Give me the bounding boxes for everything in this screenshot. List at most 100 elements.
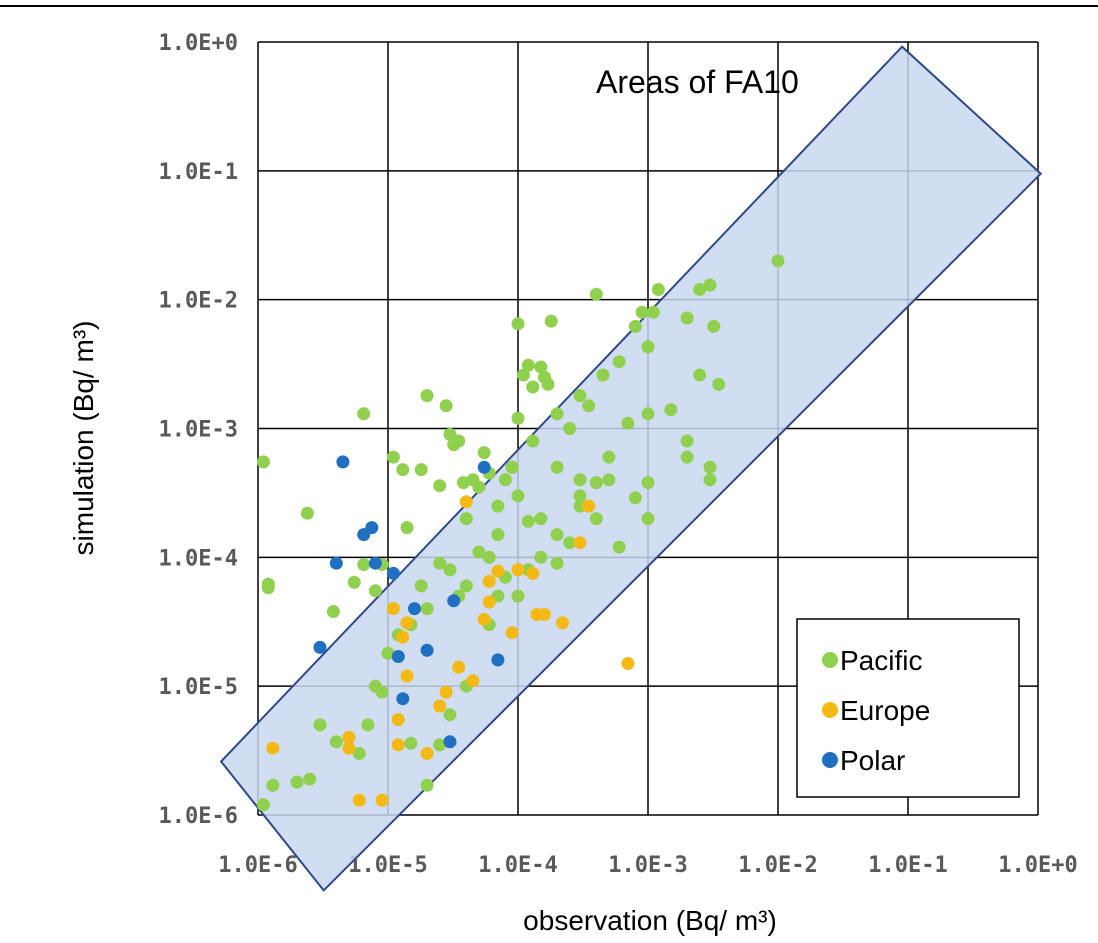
data-point-europe: [396, 630, 410, 644]
data-point-pacific: [498, 473, 512, 487]
data-point-pacific: [589, 476, 603, 490]
series-europe: [266, 495, 635, 807]
data-point-pacific: [534, 550, 548, 564]
data-point-pacific: [256, 455, 270, 469]
data-point-pacific: [641, 340, 655, 354]
data-point-polar: [491, 653, 505, 667]
data-point-pacific: [443, 708, 457, 722]
y-tick-label: 1.0E-5: [159, 675, 238, 700]
data-point-pacific: [541, 377, 555, 391]
data-point-pacific: [596, 368, 610, 382]
data-point-polar: [368, 556, 382, 570]
data-point-europe: [420, 747, 434, 760]
data-point-europe: [538, 608, 551, 621]
data-point-pacific: [703, 473, 717, 487]
data-point-pacific: [511, 411, 525, 425]
data-point-pacific: [707, 319, 721, 333]
data-point-pacific: [680, 311, 694, 325]
data-point-europe: [439, 685, 453, 699]
x-axis-title: observation (Bq/ m³): [523, 905, 777, 936]
data-point-polar: [443, 735, 457, 749]
data-point-pacific: [505, 460, 519, 474]
data-point-europe: [511, 563, 525, 577]
data-point-europe: [342, 730, 356, 744]
data-point-polar: [396, 692, 410, 706]
data-point-pacific: [329, 735, 343, 749]
data-point-europe: [491, 564, 505, 578]
data-point-pacific: [361, 718, 375, 732]
data-point-pacific: [589, 512, 603, 526]
data-point-pacific: [511, 489, 525, 503]
data-point-pacific: [550, 460, 564, 474]
data-point-pacific: [521, 358, 535, 372]
data-point-pacific: [472, 545, 486, 559]
data-point-pacific: [404, 736, 418, 750]
data-point-pacific: [589, 287, 603, 301]
data-point-pacific: [550, 528, 564, 542]
data-point-polar: [329, 556, 343, 570]
legend: Pacific Europe Polar: [796, 618, 1020, 798]
data-point-pacific: [526, 380, 540, 394]
data-point-pacific: [313, 718, 327, 732]
data-point-europe: [466, 674, 480, 688]
data-point-pacific: [516, 368, 530, 382]
data-points: [256, 254, 785, 812]
legend-marker-europe: [822, 702, 838, 718]
data-point-pacific: [482, 550, 496, 564]
data-point-pacific: [386, 450, 400, 464]
data-point-pacific: [693, 283, 707, 296]
data-point-pacific: [703, 278, 717, 292]
data-point-pacific: [511, 317, 525, 331]
series-polar: [313, 455, 505, 749]
data-point-pacific: [693, 368, 707, 382]
data-point-pacific: [368, 679, 382, 693]
data-point-pacific: [414, 579, 428, 593]
data-point-europe: [386, 602, 400, 616]
data-point-pacific: [550, 407, 564, 421]
data-point-polar: [408, 602, 421, 616]
x-tick-labels: 1.0E-6 1.0E-5 1.0E-4 1.0E-3 1.0E-2 1.0E-1 1.0E…: [218, 853, 1077, 878]
data-point-pacific: [612, 355, 626, 369]
data-point-pacific: [290, 775, 304, 789]
legend-marker-polar: [822, 752, 838, 768]
y-tick-label: 1.0E-1: [159, 160, 238, 185]
data-point-pacific: [703, 460, 717, 474]
data-point-pacific: [266, 778, 280, 792]
fa10-band: [219, 45, 1043, 892]
data-point-pacific: [420, 389, 434, 403]
data-point-pacific: [651, 283, 665, 296]
data-point-europe: [391, 738, 405, 752]
data-point-pacific: [573, 489, 587, 503]
data-point-pacific: [352, 747, 366, 760]
data-point-europe: [505, 626, 519, 640]
data-point-pacific: [646, 305, 660, 319]
x-tick-label: 1.0E-2: [738, 853, 817, 878]
legend-marker-pacific: [822, 652, 838, 668]
data-point-pacific: [582, 399, 596, 413]
x-tick-label: 1.0E-6: [218, 853, 297, 878]
data-point-pacific: [621, 416, 635, 430]
legend-label-polar: Polar: [840, 745, 905, 776]
data-point-europe: [352, 793, 366, 807]
data-point-pacific: [712, 377, 726, 391]
data-point-pacific: [357, 407, 371, 421]
data-point-pacific: [420, 602, 434, 616]
data-point-europe: [452, 660, 466, 674]
data-point-pacific: [544, 314, 558, 328]
x-tick-label: 1.0E-5: [348, 853, 427, 878]
data-point-pacific: [347, 575, 361, 589]
data-point-europe: [400, 616, 414, 630]
x-tick-label: 1.0E-3: [608, 853, 687, 878]
data-point-pacific: [368, 584, 382, 598]
data-point-pacific: [602, 450, 616, 464]
data-point-pacific: [459, 512, 473, 526]
data-point-europe: [459, 495, 473, 509]
data-point-europe: [482, 595, 496, 609]
band-annotation: Areas of FA10: [596, 64, 799, 100]
data-point-pacific: [602, 473, 616, 487]
data-point-pacific: [414, 463, 428, 477]
data-point-pacific: [433, 738, 447, 752]
data-point-pacific: [573, 473, 587, 487]
data-point-polar: [447, 594, 461, 608]
